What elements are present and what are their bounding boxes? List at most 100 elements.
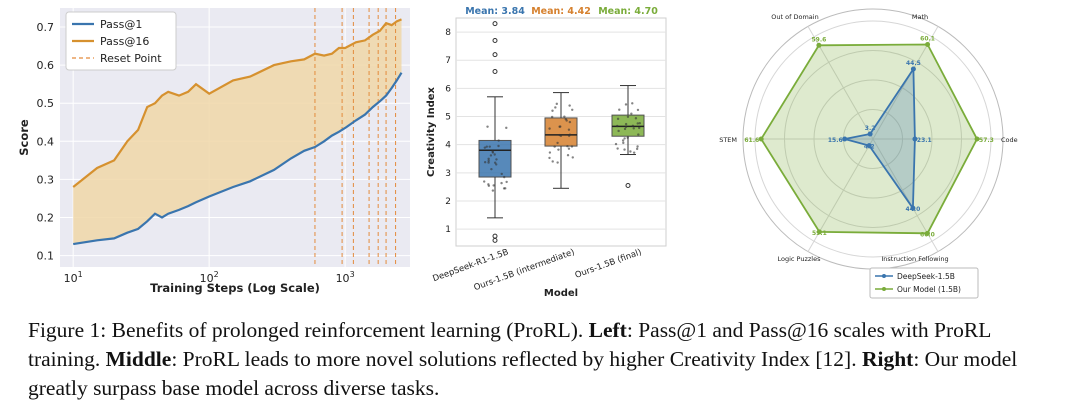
y-axis-label: Score (17, 119, 31, 156)
x-tick-exponent: 1 (78, 270, 83, 279)
jitter-point (616, 117, 620, 121)
jitter-point (493, 153, 496, 156)
y-tick-label: 7 (445, 56, 451, 66)
outlier-point (492, 38, 498, 44)
radar-point (912, 136, 918, 142)
jitter-point (624, 125, 628, 129)
jitter-point (638, 126, 641, 130)
y-tick-label: 5 (445, 113, 451, 123)
jitter-point (495, 163, 498, 166)
jitter-point (618, 108, 621, 111)
mean-label: Mean: 3.84 (465, 6, 525, 17)
radar-point (842, 136, 848, 142)
jitter-point (487, 157, 490, 161)
x-tick-exponent: 2 (214, 270, 219, 279)
jitter-point (622, 141, 625, 145)
jitter-point (504, 187, 507, 190)
jitter-point (555, 102, 558, 106)
jitter-point (505, 126, 508, 130)
jitter-point (483, 180, 486, 183)
jitter-point (564, 117, 567, 121)
radar-point (910, 66, 916, 72)
jitter-point (500, 172, 503, 176)
radar-point (925, 42, 931, 48)
jitter-point (495, 158, 498, 161)
radar-value-label: 15.6 (828, 137, 843, 144)
jitter-point (568, 133, 572, 136)
jitter-point (637, 133, 640, 136)
jitter-point (550, 115, 554, 119)
legend-label: Pass@1 (100, 18, 142, 31)
jitter-point (487, 183, 490, 186)
legend-label: Our Model (1.5B) (897, 285, 961, 294)
radar-value-label: 60.1 (920, 36, 935, 43)
jitter-point (630, 112, 633, 115)
jitter-point (623, 148, 626, 151)
jitter-point (616, 147, 619, 150)
jitter-point (487, 161, 490, 164)
jitter-point (629, 150, 632, 153)
jitter-point (570, 145, 574, 148)
y-tick-label: 0.3 (37, 173, 55, 186)
y-tick-label: 0.1 (37, 250, 55, 263)
jitter-point (624, 122, 628, 126)
x-axis-label: Model (544, 288, 578, 299)
y-tick-label: 6 (445, 84, 451, 94)
y-tick-label: 0.4 (37, 135, 55, 148)
radar-value-label: 4.2 (864, 144, 875, 151)
jitter-point (490, 167, 493, 171)
jitter-point (632, 127, 635, 130)
radar-value-label: 3.2 (865, 125, 876, 132)
jitter-point (568, 120, 572, 124)
jitter-point (566, 145, 569, 148)
jitter-point (554, 106, 557, 109)
y-tick-label: 0.5 (37, 97, 55, 110)
box (544, 117, 578, 147)
radar-axis-label: Logic Puzzles (778, 255, 822, 263)
x-axis-label: Training Steps (Log Scale) (150, 281, 320, 295)
jitter-point (568, 104, 571, 107)
radar-point (816, 229, 822, 235)
jitter-point (636, 122, 639, 125)
figure-caption: Figure 1: Benefits of prolonged reinforc… (28, 316, 1068, 403)
y-axis-label: Creativity Index (426, 86, 437, 177)
jitter-point (489, 154, 493, 157)
y-tick-label: 0.2 (37, 211, 55, 224)
caption-label: Figure 1: Benefits of prolonged reinforc… (28, 318, 589, 342)
jitter-point (566, 154, 570, 157)
outlier-point (625, 182, 631, 188)
jitter-point (488, 145, 491, 148)
radar-axis-label: STEM (719, 136, 737, 144)
x-tick-label: Ours-1.5B (final) (574, 247, 643, 280)
y-tick-label: 8 (445, 28, 451, 38)
radar-axis-label: Code (1001, 136, 1018, 144)
y-tick-label: 2 (445, 197, 451, 207)
y-tick-label: 0.6 (37, 59, 55, 72)
radar-value-label: 59.1 (812, 230, 827, 237)
outlier-point (492, 233, 498, 239)
jitter-point (486, 125, 489, 128)
jitter-point (571, 108, 574, 112)
jitter-point (626, 115, 630, 118)
caption-right-head: Right (861, 347, 914, 371)
radar-axis-label: Out of Domain (771, 13, 818, 21)
legend-label: Pass@16 (100, 35, 149, 48)
jitter-point (551, 109, 554, 112)
caption-middle-text: : ProRL leads to more novel solutions re… (171, 347, 862, 371)
legend-marker (882, 287, 886, 291)
radar-point (910, 205, 916, 211)
jitter-point (617, 129, 620, 133)
jitter-point (571, 156, 574, 159)
task-radar-chart: Math Code Instruction Following Logic Puzzl… (719, 8, 1018, 299)
jitter-point (624, 103, 628, 106)
outlier-point (492, 52, 498, 58)
caption-right-text: : Our model greatly surpass base model a… (28, 347, 1018, 400)
jitter-point (636, 108, 640, 112)
outlier-point (492, 68, 498, 74)
mean-label: Mean: 4.42 (531, 6, 591, 17)
caption-left-head: Left (588, 318, 627, 342)
legend-label: DeepSeek-1.5B (897, 272, 955, 281)
y-tick-label: 0.7 (37, 21, 55, 34)
